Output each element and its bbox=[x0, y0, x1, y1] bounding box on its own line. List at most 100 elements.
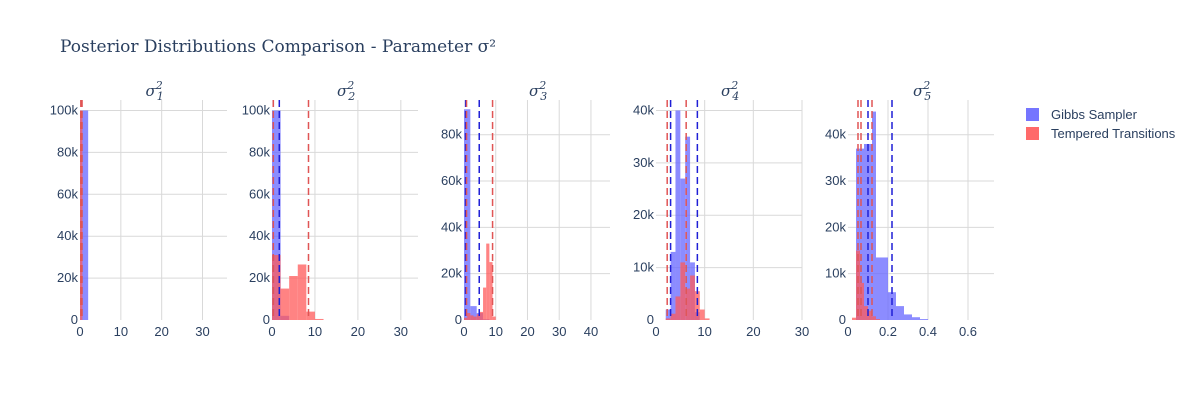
x-tick-label: 20 bbox=[351, 324, 365, 339]
histogram-bar bbox=[888, 292, 896, 320]
panel-3: 0 20k 40k 60k 80k 0 10 20 30 40 σ2 3 bbox=[441, 79, 610, 339]
histogram-bar bbox=[860, 282, 864, 320]
histogram-bar bbox=[272, 110, 281, 320]
x-tick-label: 0 bbox=[460, 324, 467, 339]
legend-swatch bbox=[1026, 127, 1039, 140]
histogram-bar bbox=[872, 316, 876, 320]
y-tick-label: 20k bbox=[441, 266, 462, 281]
histogram-bar bbox=[704, 318, 710, 320]
histogram-bar bbox=[470, 315, 474, 320]
subplot-title: σ2 2 bbox=[337, 79, 355, 103]
histogram-bar bbox=[665, 309, 671, 320]
histogram-bar bbox=[483, 287, 487, 320]
y-tick-label: 60k bbox=[441, 173, 462, 188]
histogram-bar bbox=[680, 178, 686, 320]
histogram-bar bbox=[280, 288, 290, 320]
y-tick-label: 20k bbox=[825, 219, 846, 234]
x-tick-label: 10 bbox=[489, 324, 503, 339]
histogram-bar bbox=[896, 306, 904, 320]
histogram-bar bbox=[467, 313, 471, 320]
histogram-bar bbox=[920, 319, 928, 320]
histogram-bar bbox=[486, 243, 490, 320]
y-tick-label: 80k bbox=[249, 144, 270, 159]
histogram-bar bbox=[856, 148, 864, 320]
legend-label: Gibbs Sampler bbox=[1051, 107, 1138, 122]
histogram-bar bbox=[675, 110, 681, 320]
x-tick-label: 30 bbox=[795, 324, 809, 339]
x-tick-label: 10 bbox=[697, 324, 711, 339]
y-tick-label: 40k bbox=[57, 228, 78, 243]
x-tick-label: 0 bbox=[268, 324, 275, 339]
panel-4: 0 10k 20k 30k 40k 0 10 20 30 σ2 4 bbox=[633, 79, 809, 339]
y-tick-label: 60k bbox=[249, 186, 270, 201]
histogram-bar bbox=[856, 250, 860, 320]
y-tick-label: 40k bbox=[441, 219, 462, 234]
y-tick-label: 20k bbox=[249, 270, 270, 285]
histogram-bar bbox=[473, 316, 477, 320]
histogram-bar bbox=[685, 288, 691, 320]
x-tick-label: 20 bbox=[520, 324, 534, 339]
y-tick-label: 40k bbox=[249, 228, 270, 243]
y-tick-label: 80k bbox=[441, 127, 462, 142]
y-tick-label: 30k bbox=[825, 173, 846, 188]
x-tick-label: 0 bbox=[844, 324, 851, 339]
histogram-bar bbox=[670, 313, 676, 320]
subplot-title: σ2 4 bbox=[721, 79, 739, 103]
histogram-bar bbox=[872, 111, 876, 320]
panel-2: 0 20k 40k 60k 80k 100k 0 10 20 30 σ2 2 bbox=[242, 79, 418, 339]
histogram-bar bbox=[289, 276, 298, 320]
histogram-bar bbox=[492, 316, 496, 320]
histogram-bar bbox=[670, 251, 676, 320]
chart-title: Posterior Distributions Comparison - Par… bbox=[60, 37, 496, 57]
y-tick-label: 0 bbox=[71, 312, 78, 327]
y-tick-label: 60k bbox=[57, 186, 78, 201]
histogram-bar bbox=[690, 275, 695, 320]
y-tick-label: 40k bbox=[825, 127, 846, 142]
x-tick-label: 0 bbox=[652, 324, 659, 339]
histogram-bar bbox=[665, 318, 671, 320]
x-tick-label: 30 bbox=[552, 324, 566, 339]
histogram-bar bbox=[904, 314, 912, 320]
panel-1: 0 20k 40k 60k 80k 100k 0 10 20 30 σ2 1 bbox=[50, 79, 227, 339]
histogram-bar bbox=[699, 309, 705, 320]
y-tick-label: 0 bbox=[455, 312, 462, 327]
y-tick-label: 40k bbox=[633, 102, 654, 117]
x-tick-label: 0.6 bbox=[959, 324, 977, 339]
histogram-bar bbox=[314, 318, 324, 320]
y-tick-label: 80k bbox=[57, 144, 78, 159]
x-tick-label: 20 bbox=[746, 324, 760, 339]
legend-label: Tempered Transitions bbox=[1051, 126, 1176, 141]
y-tick-label: 100k bbox=[242, 102, 271, 117]
x-tick-label: 30 bbox=[195, 324, 209, 339]
y-tick-label: 20k bbox=[57, 270, 78, 285]
histogram-bar bbox=[680, 262, 686, 320]
histogram-bar bbox=[476, 314, 480, 320]
histogram-bar bbox=[694, 291, 700, 320]
y-tick-label: 0 bbox=[647, 312, 654, 327]
histogram-bar bbox=[489, 262, 493, 320]
x-tick-label: 0 bbox=[76, 324, 83, 339]
histogram-bar bbox=[852, 317, 856, 320]
histogram-bar bbox=[675, 296, 681, 320]
x-tick-label: 40 bbox=[584, 324, 598, 339]
histogram-bar bbox=[912, 317, 920, 320]
histogram-bar bbox=[479, 311, 484, 320]
subplot-title: σ2 5 bbox=[913, 79, 931, 103]
histogram-bar bbox=[80, 110, 89, 320]
panel-5: 0 10k 20k 30k 40k 0 0.2 0.4 0.6 σ2 5 bbox=[825, 79, 994, 339]
y-tick-label: 10k bbox=[633, 260, 654, 275]
histogram-bar bbox=[272, 255, 281, 320]
panels-group: 0 20k 40k 60k 80k 100k 0 10 20 30 σ2 1 0 20k 40k 60k 80k… bbox=[50, 79, 994, 339]
x-tick-label: 0.2 bbox=[879, 324, 897, 339]
x-tick-label: 10 bbox=[308, 324, 322, 339]
histogram-bar bbox=[685, 136, 691, 320]
legend: Gibbs Sampler Tempered Transitions bbox=[1026, 107, 1176, 141]
subplot-title: σ2 3 bbox=[529, 79, 547, 103]
y-tick-label: 100k bbox=[50, 102, 79, 117]
histogram-bar bbox=[864, 306, 868, 320]
y-tick-label: 0 bbox=[263, 312, 270, 327]
histogram-bar bbox=[464, 317, 468, 320]
y-tick-label: 30k bbox=[633, 155, 654, 170]
x-tick-label: 10 bbox=[114, 324, 128, 339]
